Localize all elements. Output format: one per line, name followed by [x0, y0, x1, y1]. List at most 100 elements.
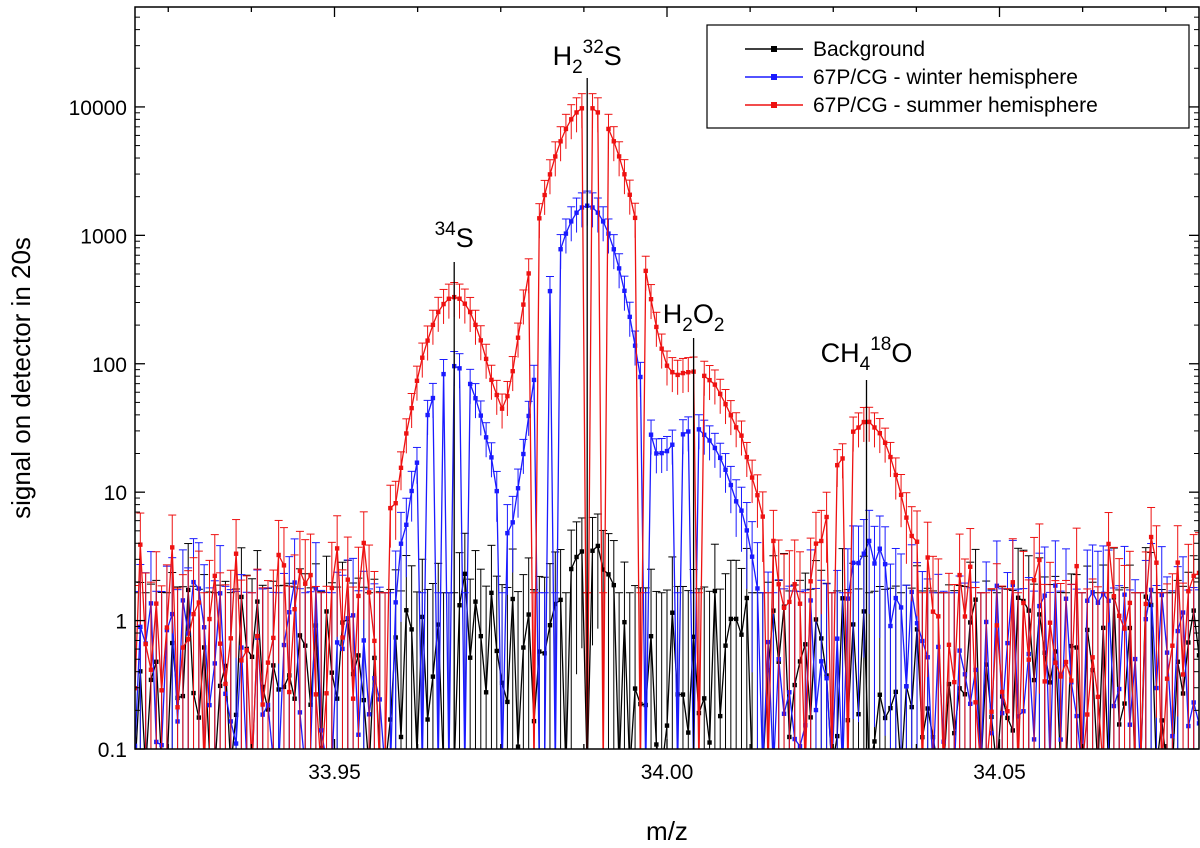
error-bar — [487, 544, 496, 749]
data-point — [425, 717, 430, 722]
data-point — [558, 597, 563, 603]
data-point — [925, 555, 930, 560]
data-point — [510, 368, 515, 374]
error-bar — [907, 506, 916, 602]
data-point — [574, 554, 579, 560]
data-point — [1031, 578, 1037, 583]
data-point — [1180, 672, 1186, 677]
data-point — [409, 405, 414, 411]
data-point — [409, 488, 414, 494]
error-bar — [327, 541, 336, 749]
data-point — [946, 642, 952, 648]
error-bar — [1157, 592, 1166, 749]
error-bar — [897, 473, 906, 528]
data-point — [148, 667, 154, 672]
error-bar — [652, 590, 661, 749]
error-bar — [652, 311, 661, 347]
error-bar — [1067, 583, 1076, 749]
error-bar — [1115, 558, 1124, 749]
data-point — [675, 372, 680, 378]
data-point — [632, 686, 638, 691]
data-point — [414, 460, 420, 465]
data-point — [510, 596, 515, 602]
data-point — [771, 538, 776, 544]
error-bar — [487, 364, 496, 400]
data-point — [590, 106, 595, 111]
data-point — [856, 425, 861, 430]
data-point — [898, 605, 904, 610]
y-tick-label: 10 — [104, 482, 127, 505]
error-bar — [657, 437, 666, 474]
data-point — [797, 601, 803, 606]
error-bar — [742, 502, 751, 589]
data-point — [329, 585, 335, 591]
data-point — [872, 739, 877, 744]
data-point — [664, 363, 670, 368]
data-point — [265, 660, 271, 665]
data-point — [622, 288, 627, 293]
data-point — [276, 552, 281, 558]
error-bar — [407, 565, 416, 749]
data-point — [531, 377, 537, 383]
data-point — [526, 413, 531, 419]
legend-label: Background — [813, 38, 925, 61]
error-bar — [397, 511, 405, 622]
data-point — [813, 541, 819, 546]
data-point — [425, 412, 430, 418]
data-point — [579, 106, 585, 111]
data-point — [478, 413, 483, 418]
data-point — [223, 681, 228, 687]
error-bar — [732, 559, 741, 749]
error-bar — [439, 288, 448, 324]
error-bar — [748, 459, 757, 504]
data-point — [707, 438, 712, 443]
error-bar — [168, 514, 177, 634]
error-bar — [200, 592, 209, 749]
error-bar — [178, 574, 187, 749]
error-bar — [1152, 525, 1161, 718]
error-bar — [1195, 589, 1199, 749]
y-tick-label: 100 — [92, 354, 127, 377]
data-point — [521, 645, 526, 650]
data-point — [654, 742, 659, 747]
data-point — [776, 582, 781, 587]
error-bar — [471, 550, 480, 749]
error-bar — [567, 104, 576, 140]
data-point — [1063, 659, 1069, 665]
data-point — [648, 296, 654, 302]
error-bar — [716, 588, 725, 749]
x-tick-label: 34.05 — [973, 761, 1026, 784]
data-point — [233, 741, 239, 746]
peak-annotations: 34S H232S H2O2 CH418O — [435, 37, 913, 375]
error-bar — [1035, 523, 1044, 694]
data-point — [968, 564, 973, 569]
data-point — [345, 577, 350, 582]
data-point — [888, 454, 893, 460]
error-bar — [471, 383, 480, 419]
error-bar — [1014, 592, 1023, 749]
error-bar — [668, 357, 677, 393]
data-point — [728, 482, 734, 488]
data-point — [712, 588, 718, 594]
error-bar — [609, 126, 618, 162]
error-bar — [194, 550, 203, 749]
data-point — [622, 619, 627, 625]
y-tick-label: 10000 — [69, 97, 127, 120]
error-bar — [891, 547, 900, 749]
data-point — [196, 600, 202, 605]
data-point — [569, 117, 574, 122]
data-point — [1069, 678, 1074, 683]
error-bar — [508, 495, 517, 573]
data-point — [1196, 721, 1199, 726]
data-point — [537, 216, 542, 221]
error-bar — [141, 572, 150, 749]
error-bar — [870, 525, 879, 728]
data-point — [579, 205, 585, 210]
data-point — [138, 542, 143, 547]
data-point — [616, 154, 622, 159]
legend-item: Background — [745, 38, 925, 61]
error-bar — [530, 592, 538, 749]
data-point — [340, 635, 345, 640]
data-point — [728, 413, 734, 418]
error-bar — [854, 412, 863, 448]
